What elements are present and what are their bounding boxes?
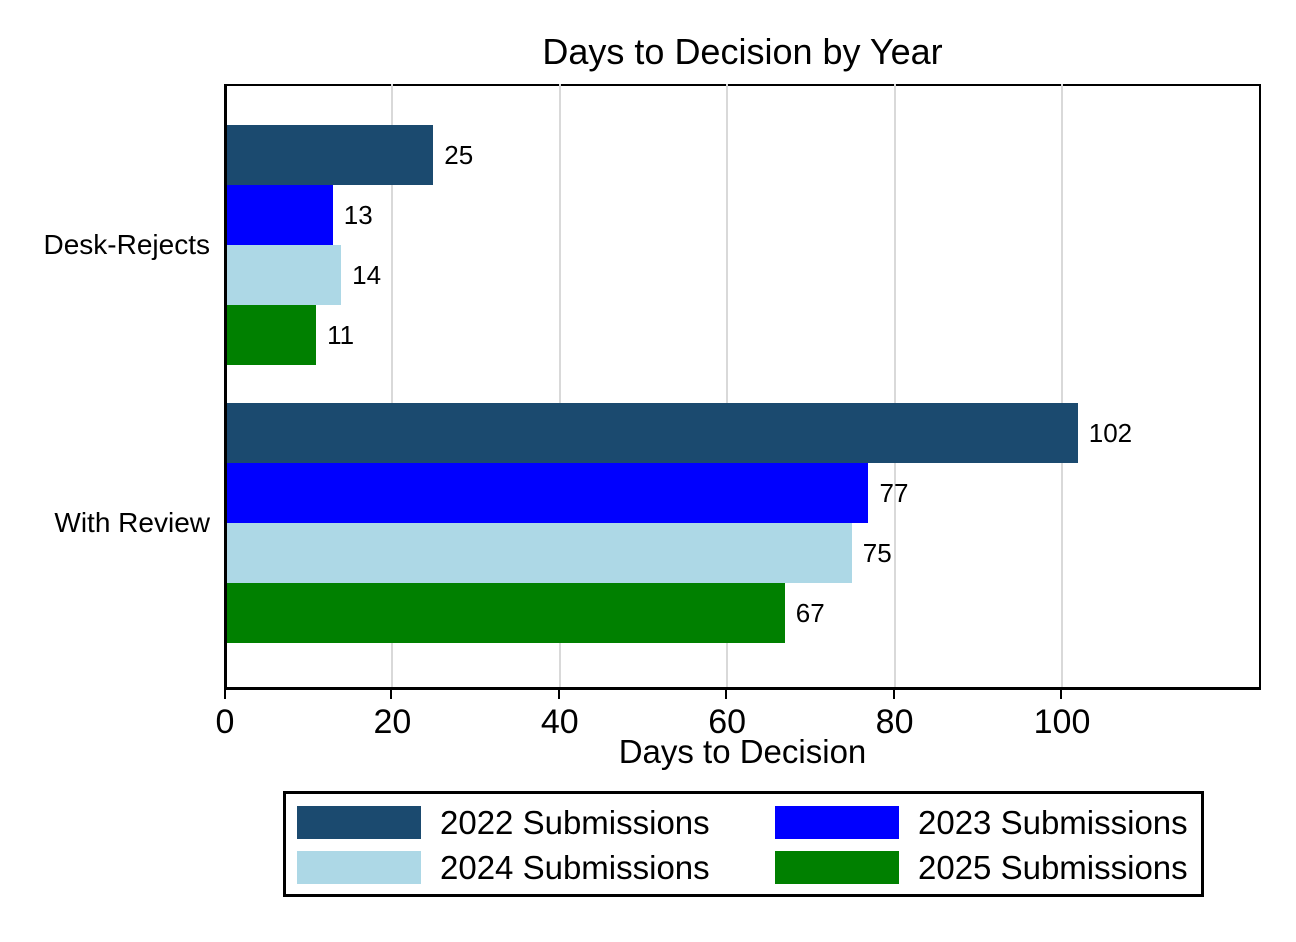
legend-label: 2024 Submissions <box>440 849 710 886</box>
legend-item-2025: 2025 Submissions <box>775 850 1188 885</box>
plot-area: 25 102 13 77 14 75 11 67 0 20 40 60 80 100 <box>216 84 1261 740</box>
bar-2022-with-review <box>224 403 1078 463</box>
legend-swatch-2023 <box>775 806 899 839</box>
plot-frame-top <box>224 84 1261 86</box>
x-tick-label-80: 80 <box>875 703 914 741</box>
category-label-desk-rejects: Desk-Rejects <box>43 229 210 260</box>
bar-value-label: 77 <box>879 478 909 508</box>
x-tick-label-20: 20 <box>373 703 412 741</box>
legend-label: 2025 Submissions <box>918 849 1188 886</box>
legend-label: 2022 Submissions <box>440 804 710 841</box>
x-axis-label: Days to Decision <box>618 733 867 770</box>
bar-value-label: 11 <box>327 320 355 350</box>
bar-2025-with-review <box>224 583 785 643</box>
gridline-80 <box>893 84 896 690</box>
gridline-40 <box>558 84 561 690</box>
bar-value-label: 75 <box>862 538 892 568</box>
legend-swatch-2022 <box>297 806 421 839</box>
bar-2023-with-review <box>224 463 869 523</box>
legend-label: 2023 Submissions <box>918 804 1188 841</box>
gridline-100 <box>1061 84 1063 690</box>
category-label-with-review: With Review <box>54 507 210 538</box>
x-tick-40 <box>557 690 560 699</box>
gridline-20 <box>391 84 394 690</box>
bar-value-label: 102 <box>1088 418 1133 448</box>
x-tick-60 <box>725 690 728 699</box>
legend-swatch-2024 <box>297 851 421 884</box>
bar-value-label: 14 <box>352 260 382 290</box>
bar-2024-desk-rejects <box>224 245 342 305</box>
bar-2025-desk-rejects <box>224 305 317 365</box>
legend-item-2024: 2024 Submissions <box>297 850 710 885</box>
bar-2022-desk-rejects <box>224 125 434 185</box>
chart-title: Days to Decision by Year <box>542 31 943 72</box>
legend-swatch-2025 <box>775 851 899 884</box>
x-tick-100 <box>1060 690 1062 699</box>
y-axis-line <box>224 84 227 690</box>
x-tick-label-40: 40 <box>540 703 579 741</box>
bar-value-label: 13 <box>343 200 373 230</box>
x-tick-label-0: 0 <box>215 703 235 741</box>
x-tick-80 <box>892 690 895 699</box>
plot-frame-right <box>1259 84 1261 690</box>
x-tick-label-100: 100 <box>1033 703 1091 741</box>
legend-item-2023: 2023 Submissions <box>775 805 1188 840</box>
legend-item-2022: 2022 Submissions <box>297 805 710 840</box>
bar-2023-desk-rejects <box>224 185 333 245</box>
x-tick-0 <box>224 690 226 699</box>
bar-2024-with-review <box>224 523 852 583</box>
x-tick-20 <box>390 690 393 699</box>
x-tick-label-60: 60 <box>708 703 747 741</box>
bar-value-label: 67 <box>795 598 825 628</box>
bar-value-label: 25 <box>444 140 474 170</box>
legend-box: 2022 Submissions 2023 Submissions 2024 Sub… <box>283 791 1204 897</box>
x-axis-line <box>224 687 1261 690</box>
gridline-60 <box>726 84 729 690</box>
